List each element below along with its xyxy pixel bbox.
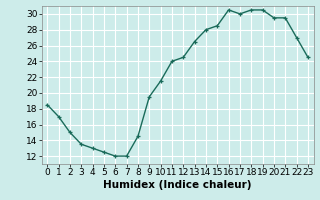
X-axis label: Humidex (Indice chaleur): Humidex (Indice chaleur) xyxy=(103,180,252,190)
